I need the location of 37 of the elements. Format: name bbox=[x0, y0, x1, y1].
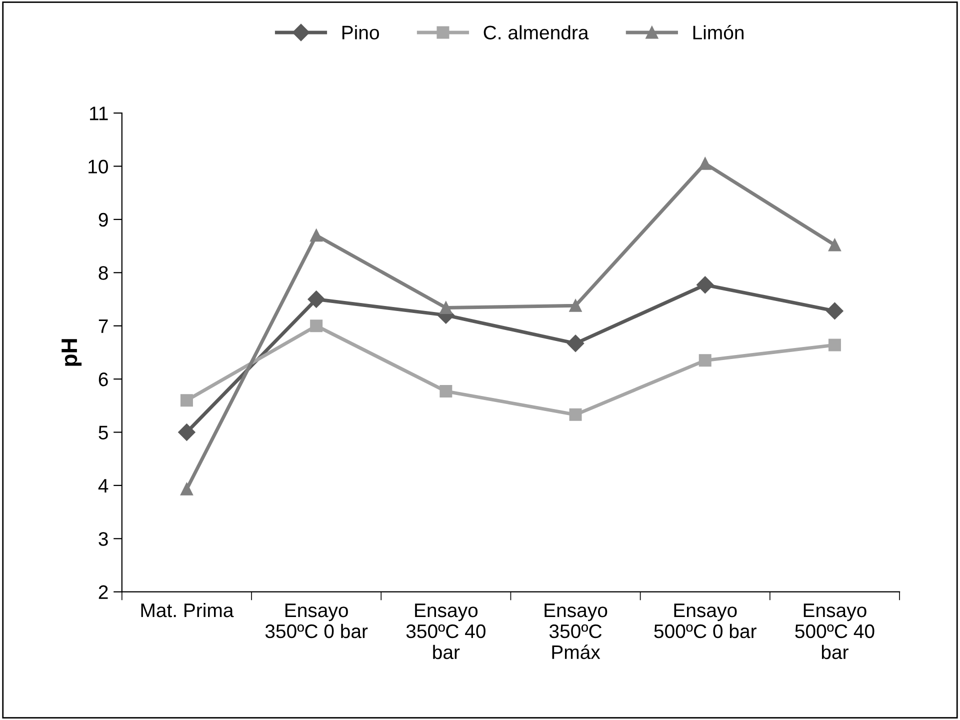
y-tick-label: 2 bbox=[98, 585, 108, 599]
point bbox=[180, 394, 193, 407]
point bbox=[178, 424, 196, 441]
y-tick-label: 6 bbox=[98, 372, 108, 386]
point bbox=[569, 408, 582, 421]
y-tick-label: 11 bbox=[90, 106, 108, 120]
point bbox=[828, 238, 841, 252]
point bbox=[566, 334, 584, 352]
legend-label: Pino bbox=[342, 25, 379, 40]
x-tick-label: Ensayo 500ºC 0 bar bbox=[654, 604, 756, 638]
y-tick-label: 9 bbox=[98, 212, 108, 227]
point bbox=[180, 482, 193, 496]
x-tick-label: Mat. Prima bbox=[141, 602, 234, 618]
x-tick-label: Ensayo 350ºC 40 bar bbox=[406, 604, 486, 660]
x-tick-label: Ensayo 350ºC Pmáx bbox=[544, 604, 608, 660]
point bbox=[310, 320, 323, 332]
point bbox=[698, 157, 712, 170]
point bbox=[440, 302, 452, 314]
point bbox=[308, 290, 325, 308]
legend-label: Limón bbox=[693, 24, 744, 40]
y-tick-label: 8 bbox=[98, 266, 108, 280]
point bbox=[310, 229, 323, 242]
y-tick-label: 5 bbox=[98, 426, 108, 440]
x-tick-label: Ensayo 500ºC 40 bar bbox=[795, 604, 874, 660]
y-tick-label: 3 bbox=[98, 532, 108, 546]
legend-label: C. almendra bbox=[484, 25, 589, 40]
x-tick-label: Ensayo 350ºC 0 bar bbox=[265, 604, 368, 638]
point bbox=[828, 338, 841, 352]
y-tick-label: 7 bbox=[98, 320, 108, 333]
point bbox=[440, 385, 452, 398]
point bbox=[569, 299, 582, 312]
point bbox=[826, 302, 844, 320]
point bbox=[696, 276, 714, 294]
y-axis-title: pH bbox=[62, 339, 82, 366]
y-tick-label: 4 bbox=[98, 479, 108, 492]
y-tick-label: 10 bbox=[88, 160, 108, 174]
point bbox=[698, 354, 712, 367]
